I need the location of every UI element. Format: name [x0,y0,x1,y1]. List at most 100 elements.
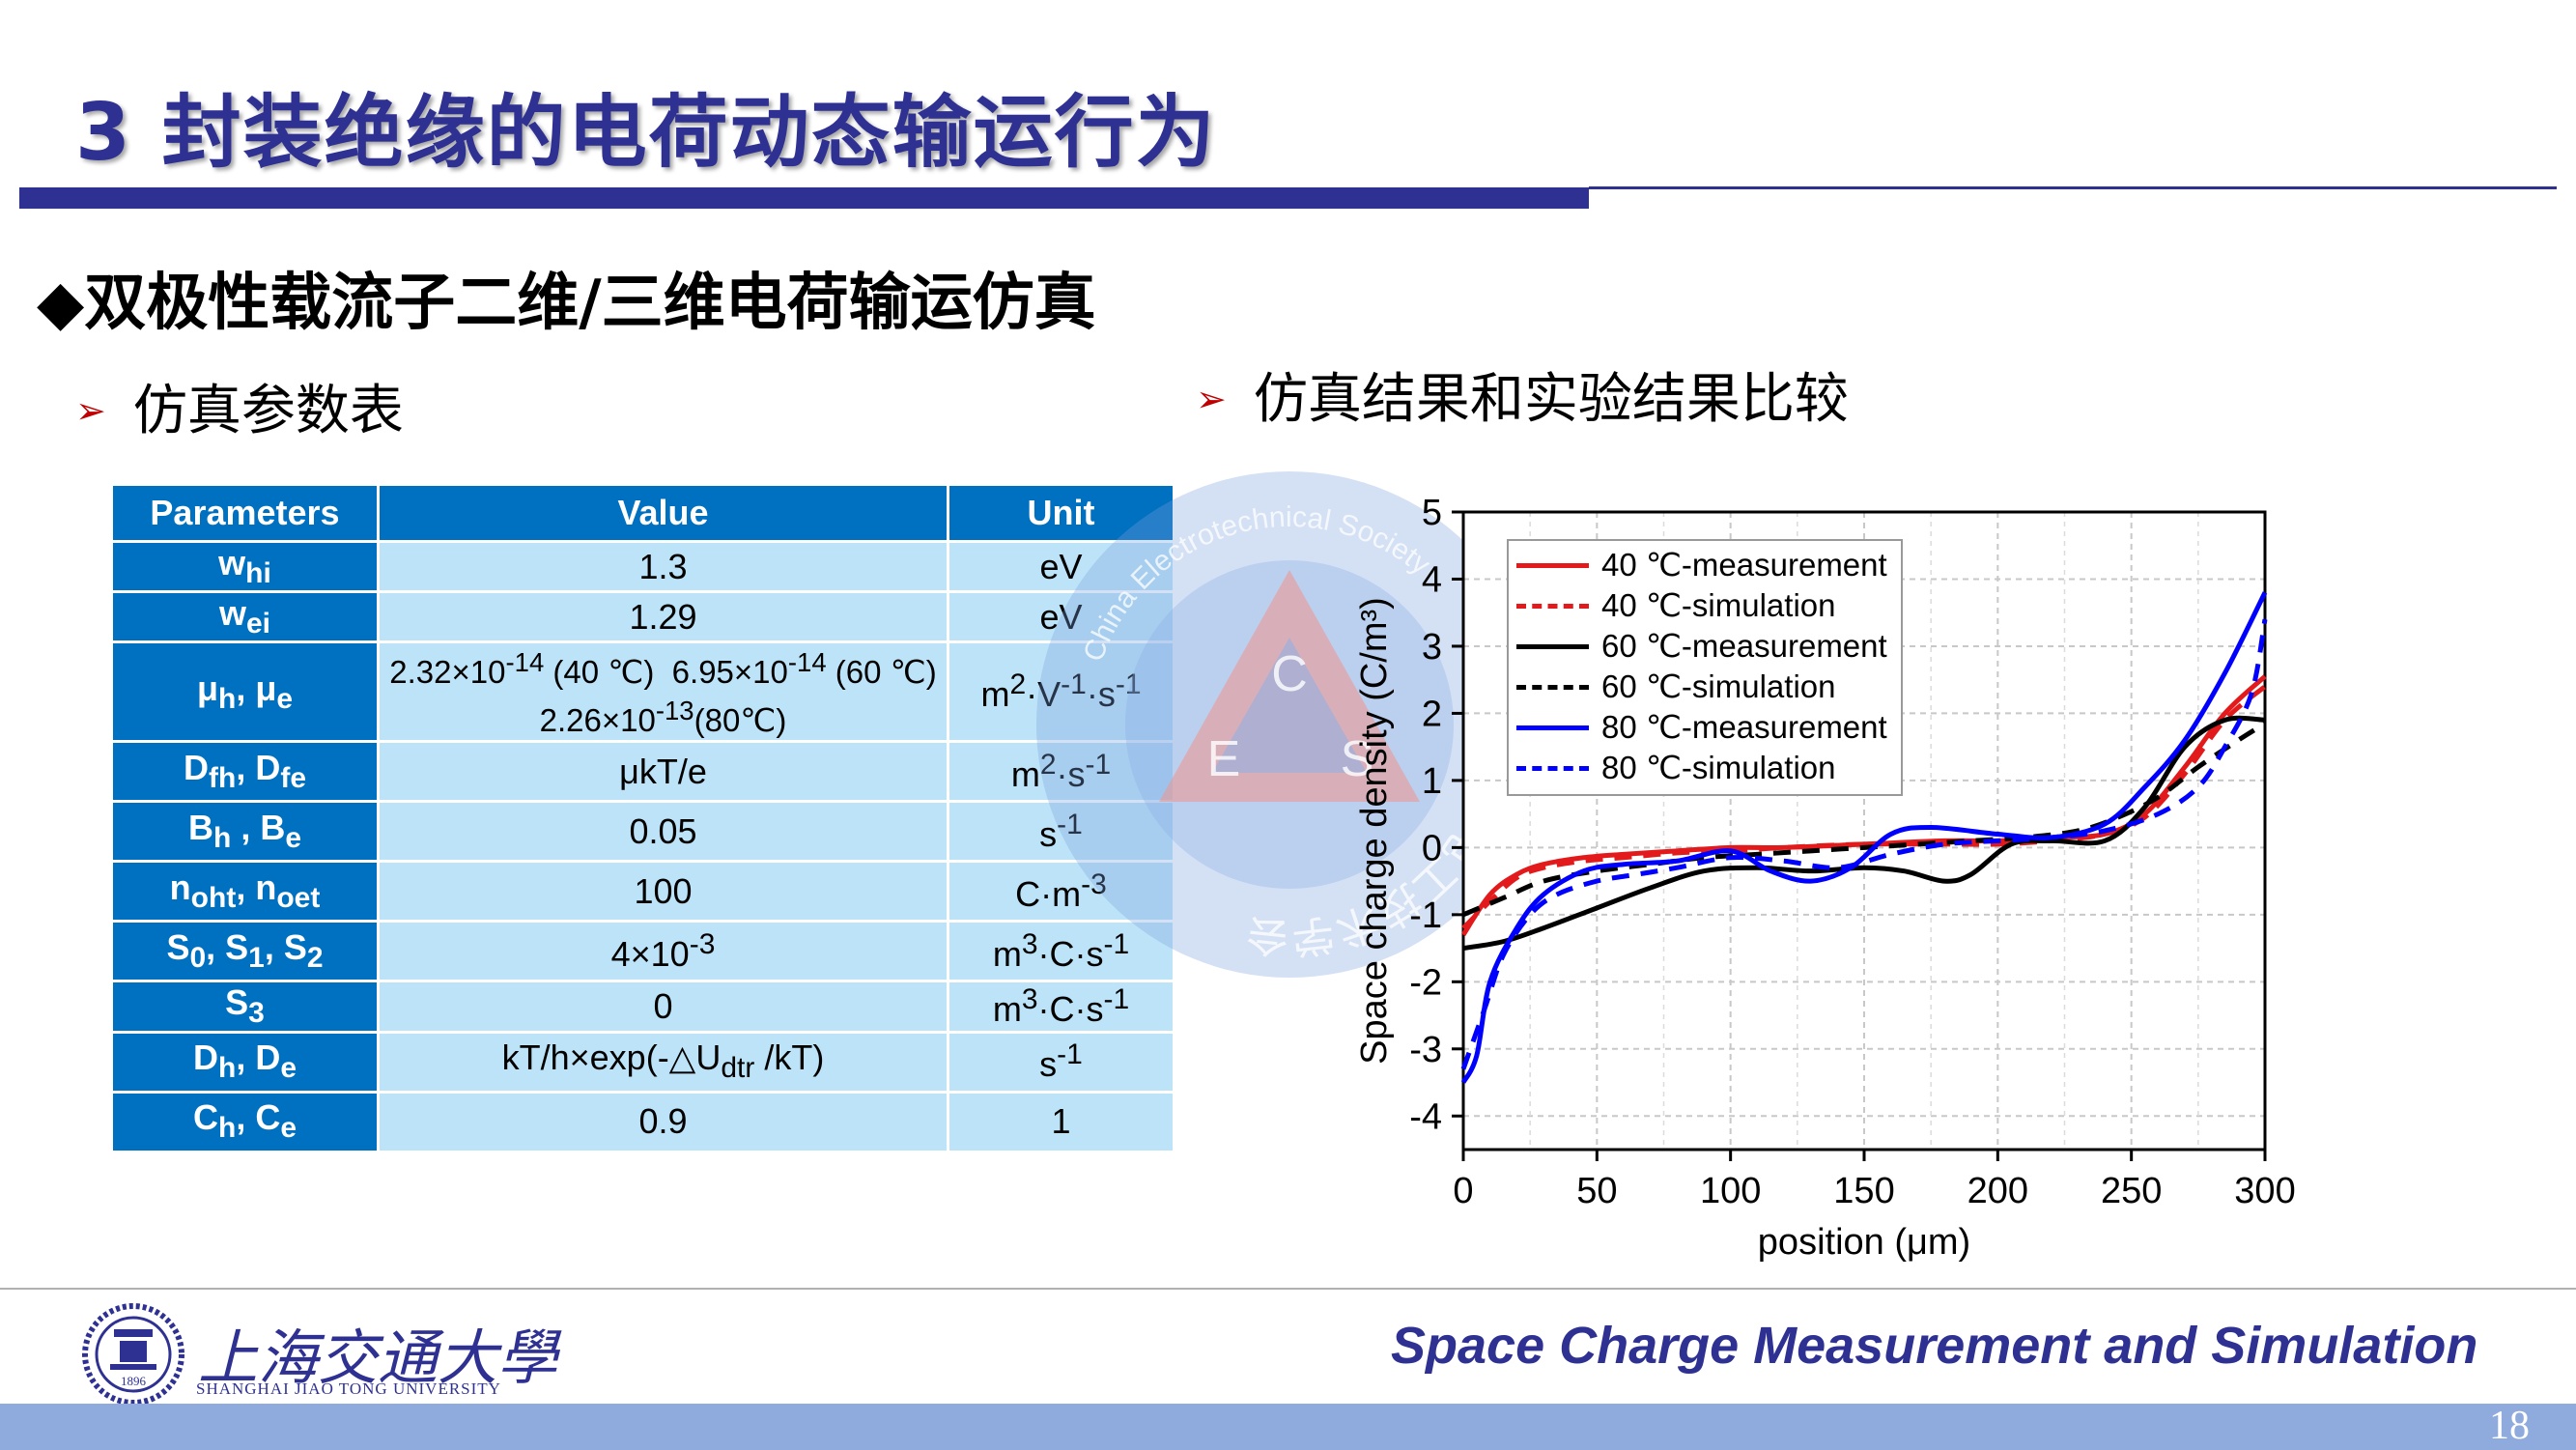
diamond-bullet-icon: ◆ [37,268,85,339]
value-cell: 4×10-3 [377,920,949,983]
unit-cell: m3·C·s-1 [947,980,1175,1034]
left-subheading: ➢ 仿真参数表 [75,367,404,445]
footer-bar [0,1404,2576,1450]
y-tick-label: 0 [1422,828,1442,868]
value-cell: 0 [377,980,949,1034]
legend-swatch [1516,604,1589,609]
legend-entry: 40 ℃-measurement [1509,545,1901,585]
legend-entry: 40 ℃-simulation [1509,585,1901,626]
legend-entry: 80 ℃-simulation [1509,748,1901,788]
y-tick-label: 2 [1422,694,1442,734]
column-header: Value [377,483,949,543]
y-tick-label: -3 [1409,1030,1442,1070]
param-cell: noht, noet [110,860,380,924]
y-tick-label: -2 [1409,962,1442,1003]
title-underline-bar [19,187,1589,209]
arrowhead-bullet-icon: ➢ [1196,378,1227,420]
table-row: μh, μe 2.32×10-14 (40 ℃) 6.95×10-14 (60 ℃… [110,640,1175,744]
x-tick-label: 300 [2234,1171,2295,1211]
legend-label: 60 ℃-simulation [1601,668,1836,704]
left-subheading-text: 仿真参数表 [132,380,404,442]
x-tick-label: 100 [1700,1171,1761,1211]
unit-cell: C·m-3 [947,860,1175,924]
legend-entry: 60 ℃-measurement [1509,626,1901,667]
legend-label: 40 ℃-measurement [1601,547,1887,583]
y-tick-label: -1 [1409,896,1442,936]
table-row: Bh , Be 0.05 s-1 [110,800,1175,864]
legend-swatch [1516,725,1589,730]
table-row: Dfh, Dfe μkT/e m2·s-1 [110,740,1175,804]
unit-cell: s-1 [947,1030,1175,1094]
series-line-5 [1460,591,2268,1084]
param-cell: μh, μe [110,640,380,744]
x-tick-label: 200 [1967,1171,2028,1211]
table-row: Dh, De kT/h×exp(-△Udtr /kT) s-1 [110,1030,1175,1094]
y-tick-label: 4 [1422,559,1442,600]
unit-cell: m2·V-1·s-1 [947,640,1175,744]
value-cell: 1.3 [377,539,949,594]
value-cell: μkT/e [377,740,949,804]
param-cell: S0, S1, S2 [110,920,380,983]
unit-cell: eV [947,539,1175,594]
section-heading-text: 双极性载流子二维/三维电荷输运仿真 [84,268,1096,339]
legend-swatch [1516,766,1589,771]
table-row: S3 0 m3·C·s-1 [110,980,1175,1034]
logo-year: 1896 [121,1374,147,1388]
series-line-3 [1462,715,2266,952]
watermark-letter: C [1271,646,1308,702]
page-title: 3 封装绝缘的电荷动态输运行为 [75,87,1217,179]
x-tick-label: 0 [1453,1171,1473,1211]
legend-swatch [1516,563,1589,568]
param-cell: Dh, De [110,1030,380,1094]
y-tick-label: -4 [1409,1096,1442,1137]
table-row: Ch, Ce 0.9 1 [110,1090,1175,1153]
right-subheading: ➢ 仿真结果和实验结果比较 [1196,355,1849,434]
legend-label: 60 ℃-measurement [1601,628,1887,664]
series-line-4 [1462,721,2267,918]
parameters-table: Parameters Value Unit whi 1.3 eV wei 1.29 eV μ… [110,483,1175,1153]
sjtu-logo-icon: 1896 [82,1303,184,1406]
legend-label: 80 ℃-measurement [1601,709,1887,745]
value-cell: kT/h×exp(-△Udtr /kT) [377,1030,949,1094]
value-cell: 0.9 [377,1090,949,1153]
x-tick-label: 250 [2101,1171,2162,1211]
x-tick-label: 150 [1833,1171,1894,1211]
column-header: Parameters [110,483,380,543]
legend-label: 40 ℃-simulation [1601,587,1836,623]
unit-cell: 1 [947,1090,1175,1153]
footer-divider [0,1288,2576,1290]
param-cell: wei [110,590,380,644]
unit-cell: eV [947,590,1175,644]
page-number: 18 [2489,1404,2530,1448]
table-row: wei 1.29 eV [110,590,1175,644]
unit-cell: m2·s-1 [947,740,1175,804]
right-subheading-text: 仿真结果和实验结果比较 [1253,368,1849,431]
value-cell: 0.05 [377,800,949,864]
table-row: S0, S1, S2 4×10-3 m3·C·s-1 [110,920,1175,983]
chart-legend: 40 ℃-measurement 40 ℃-simulation 60 ℃-meas… [1507,539,1903,796]
watermark-letter: E [1207,731,1241,787]
value-cell: 2.32×10-14 (40 ℃) 6.95×10-14 (60 ℃) 2.26… [377,640,949,744]
arrowhead-bullet-icon: ➢ [75,389,106,432]
x-axis-label: position (μm) [1758,1222,1970,1263]
title-underline-line [1589,186,2557,189]
legend-entry: 60 ℃-simulation [1509,667,1901,707]
legend-entry: 80 ℃-measurement [1509,707,1901,748]
param-cell: Dfh, Dfe [110,740,380,804]
table-header-row: Parameters Value Unit [110,483,1175,543]
table-row: whi 1.3 eV [110,539,1175,594]
legend-swatch [1516,644,1589,649]
legend-swatch [1516,685,1589,690]
university-name-cn: 上海交通大學 [198,1322,558,1393]
series-line-6 [1460,618,2268,1070]
param-cell: whi [110,539,380,594]
table-row: noht, noet 100 C·m-3 [110,860,1175,924]
y-tick-label: 5 [1422,493,1442,533]
section-heading: ◆双极性载流子二维/三维电荷输运仿真 [37,253,1096,342]
series-line-1 [1460,674,2267,937]
param-cell: Bh , Be [110,800,380,864]
value-cell: 1.29 [377,590,949,644]
y-tick-label: 3 [1422,627,1442,668]
legend-label: 80 ℃-simulation [1601,750,1836,785]
unit-cell: s-1 [947,800,1175,864]
